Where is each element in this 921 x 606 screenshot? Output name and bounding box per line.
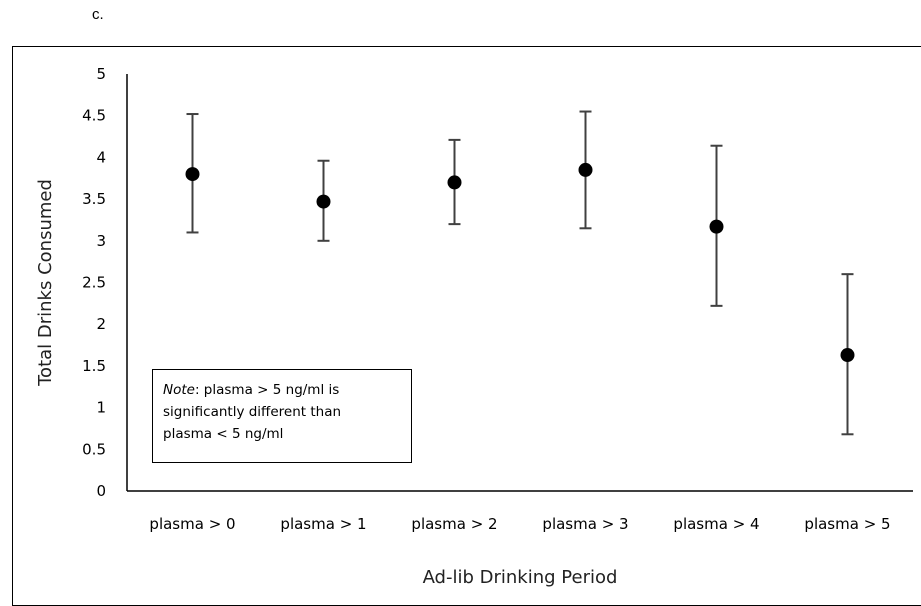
y-tick-labels: 0 0.5 1 1.5 2 2.5 3 3.5 4 4.5 5: [82, 65, 106, 500]
x-tick-label: plasma > 2: [411, 515, 497, 533]
y-tick-label: 0.5: [82, 440, 106, 458]
x-tick-label: plasma > 0: [149, 515, 235, 533]
data-points: [185, 162, 855, 363]
y-tick-label: 4.5: [82, 107, 106, 125]
note-line-3: plasma < 5 ng/ml: [163, 426, 284, 442]
x-tick-label: plasma > 3: [542, 515, 628, 533]
note-line-1: : plasma > 5 ng/ml is: [194, 382, 340, 398]
data-point: [840, 348, 855, 363]
data-point: [447, 175, 462, 190]
data-point: [316, 194, 331, 209]
y-axis-title: Total Drinks Consumed: [35, 179, 56, 387]
note-line-2: significantly different than: [163, 404, 342, 420]
x-tick-label: plasma > 4: [673, 515, 759, 533]
data-point: [185, 167, 200, 182]
x-tick-label: plasma > 5: [804, 515, 890, 533]
y-tick-label: 1.5: [82, 357, 106, 375]
y-tick-label: 0: [96, 482, 106, 500]
panel-label: c.: [92, 6, 104, 23]
y-tick-label: 2.5: [82, 274, 106, 292]
x-axis-title: Ad-lib Drinking Period: [423, 567, 618, 588]
note-prefix: Note: [163, 382, 195, 398]
y-tick-label: 3: [96, 232, 106, 250]
y-tick-label: 2: [96, 315, 106, 333]
data-point: [578, 162, 593, 177]
x-tick-label: plasma > 1: [280, 515, 366, 533]
note-annotation: Note: plasma > 5 ng/ml is significantly …: [152, 369, 412, 463]
y-tick-label: 1: [96, 399, 106, 417]
data-point: [709, 219, 724, 234]
y-tick-label: 4: [96, 148, 106, 166]
y-tick-label: 3.5: [82, 190, 106, 208]
x-tick-labels: plasma > 0 plasma > 1 plasma > 2 plasma > 3…: [149, 515, 890, 533]
y-tick-label: 5: [96, 65, 106, 83]
